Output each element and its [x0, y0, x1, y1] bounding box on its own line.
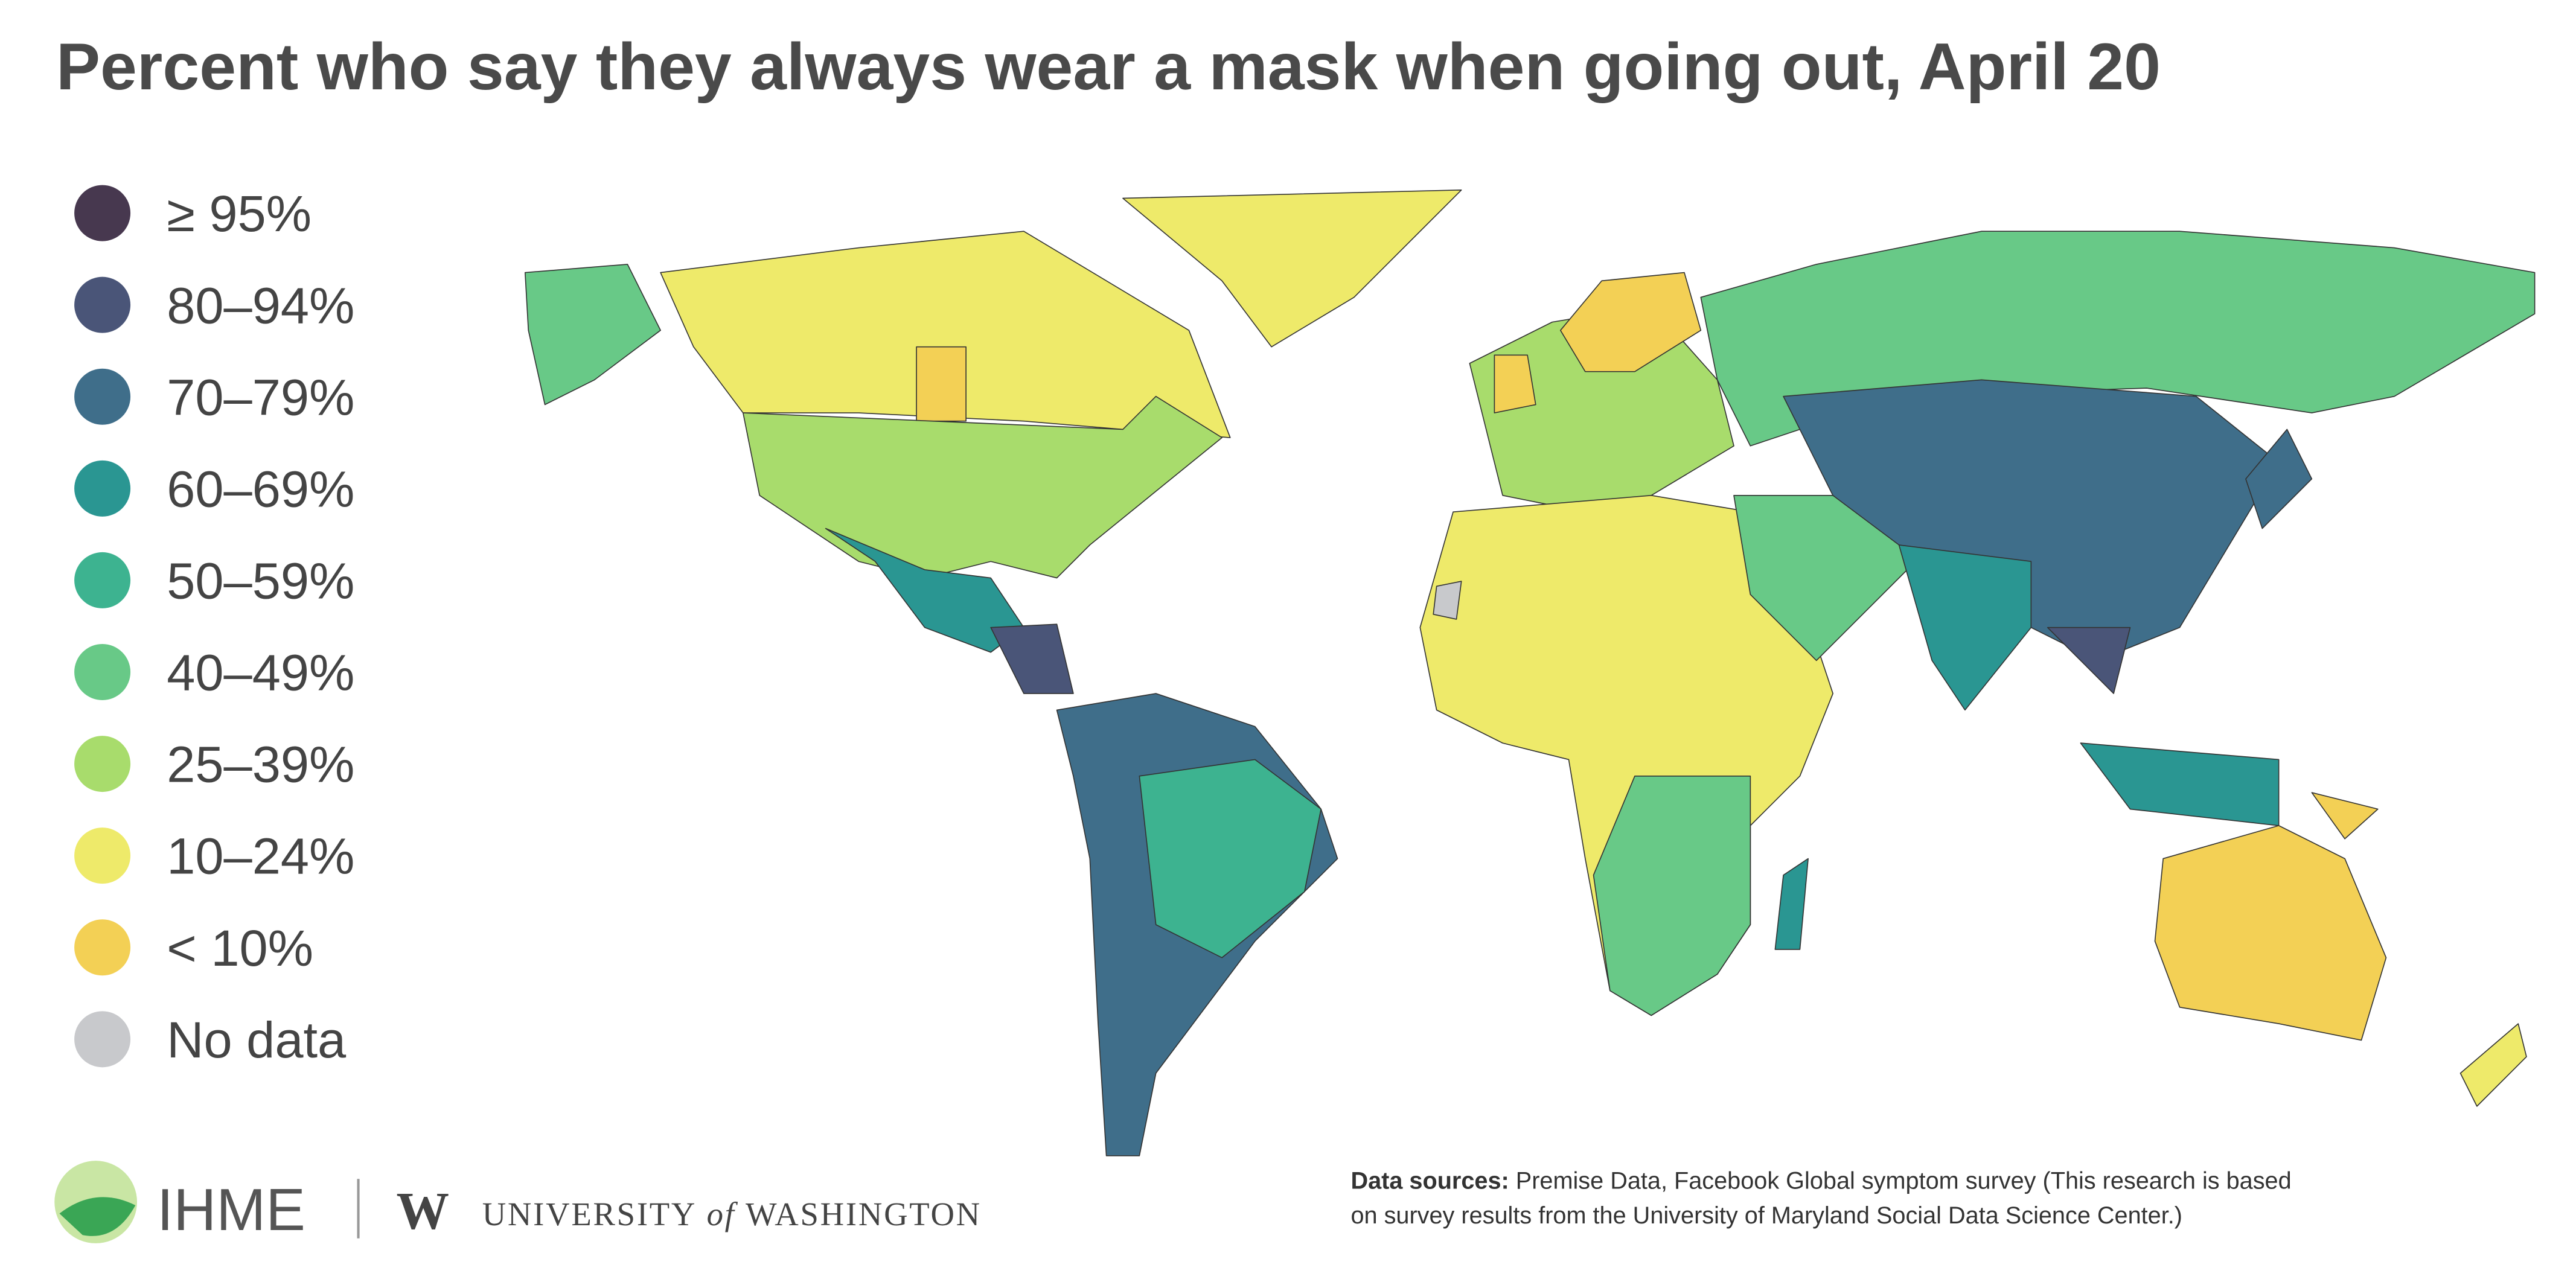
legend: ≥ 95% 80–94% 70–79% 60–69% 50–59% 40–49% 25–39…	[74, 185, 354, 1068]
sources-label: Data sources:	[1350, 1168, 1509, 1194]
world-map	[524, 189, 2536, 1156]
legend-label: < 10%	[167, 919, 313, 977]
legend-label: ≥ 95%	[167, 185, 312, 242]
legend-label: 80–94%	[167, 276, 354, 334]
sources-line: Data sources: Premise Data, Facebook Glo…	[1350, 1168, 2291, 1194]
logo-leaf	[59, 1197, 136, 1236]
legend-swatch	[74, 552, 131, 608]
sources-text: Premise Data, Facebook Global symptom su…	[1516, 1168, 2292, 1194]
legend-swatch	[74, 460, 131, 517]
region	[1494, 354, 1536, 413]
region	[1593, 775, 1751, 1016]
region	[990, 623, 1074, 694]
legend-swatch	[74, 736, 131, 792]
region	[524, 264, 661, 406]
legend-swatch	[74, 185, 131, 241]
ihme-text: IHME	[157, 1176, 305, 1243]
uw-word: WASHINGTON	[746, 1196, 982, 1232]
region	[2459, 1023, 2527, 1107]
sources-line: on survey results from the University of…	[1350, 1202, 2182, 1229]
region	[2245, 429, 2313, 529]
legend-swatch	[74, 644, 131, 700]
region	[1559, 272, 1702, 372]
legend-label: 25–39%	[167, 736, 354, 793]
region	[2047, 626, 2131, 694]
region	[743, 395, 1222, 579]
legend-swatch	[74, 1011, 131, 1068]
region	[2311, 792, 2379, 840]
legend-label: 40–49%	[167, 644, 354, 701]
uw-logo: W UNIVERSITY of WASHINGTON	[396, 1181, 982, 1240]
sources: Data sources: Premise Data, Facebook Glo…	[1350, 1168, 2291, 1229]
region	[2154, 825, 2387, 1041]
region	[916, 346, 967, 422]
region	[1433, 581, 1462, 620]
legend-label: 70–79%	[167, 368, 354, 426]
uw-word: UNIVERSITY	[482, 1196, 697, 1232]
legend-swatch	[74, 368, 131, 425]
region	[1783, 379, 2280, 662]
region	[1898, 544, 2032, 711]
legend-swatch	[74, 276, 131, 333]
region	[1774, 858, 1809, 950]
legend-label: 60–69%	[167, 460, 354, 517]
ihme-logo: IHME	[54, 1161, 360, 1243]
uw-mark: W	[396, 1181, 449, 1240]
legend-swatch	[74, 827, 131, 884]
legend-swatch	[74, 919, 131, 976]
uw-word: of	[707, 1196, 738, 1232]
legend-label: 10–24%	[167, 827, 354, 885]
legend-label: No data	[167, 1011, 347, 1068]
uw-text: UNIVERSITY of WASHINGTON	[482, 1196, 982, 1232]
region	[2080, 742, 2280, 826]
legend-label: 50–59%	[167, 552, 354, 610]
region	[1139, 759, 1322, 958]
region	[1122, 189, 1462, 348]
title: Percent who say they always wear a mask …	[56, 30, 2161, 104]
